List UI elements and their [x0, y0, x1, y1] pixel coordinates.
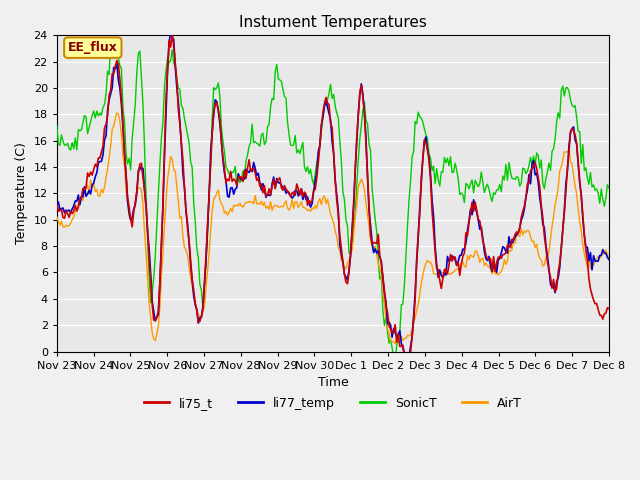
AirT	[247, 200, 255, 205]
AirT	[577, 228, 585, 234]
SonicT	[122, 151, 130, 156]
SonicT	[391, 359, 399, 365]
AirT	[122, 188, 130, 193]
li75_t	[237, 174, 245, 180]
Legend: li75_t, li77_temp, SonicT, AirT: li75_t, li77_temp, SonicT, AirT	[139, 392, 527, 415]
li75_t	[219, 154, 227, 160]
AirT	[391, 341, 399, 347]
li77_temp	[402, 356, 410, 362]
AirT	[605, 254, 612, 260]
li77_temp	[219, 157, 227, 163]
li75_t	[247, 168, 255, 174]
li77_temp	[605, 257, 612, 263]
SonicT	[605, 185, 612, 191]
X-axis label: Time: Time	[317, 376, 348, 389]
SonicT	[296, 151, 303, 156]
li77_temp	[577, 192, 585, 198]
Y-axis label: Temperature (C): Temperature (C)	[15, 143, 28, 244]
li75_t	[605, 306, 612, 312]
li75_t	[121, 151, 129, 157]
li75_t	[168, 31, 176, 37]
Title: Instument Temperatures: Instument Temperatures	[239, 15, 427, 30]
li77_temp	[237, 177, 245, 182]
Line: SonicT: SonicT	[57, 41, 609, 362]
Line: li77_temp: li77_temp	[57, 31, 609, 359]
AirT	[296, 202, 303, 207]
SonicT	[247, 139, 255, 145]
Text: EE_flux: EE_flux	[68, 41, 118, 54]
SonicT	[53, 123, 61, 129]
AirT	[237, 204, 245, 209]
li75_t	[577, 193, 585, 199]
AirT	[113, 110, 121, 116]
AirT	[219, 204, 227, 209]
li77_temp	[121, 151, 129, 156]
li75_t	[296, 192, 303, 198]
li77_temp	[247, 166, 255, 172]
SonicT	[219, 138, 227, 144]
SonicT	[577, 160, 585, 166]
li75_t	[402, 359, 410, 364]
li77_temp	[167, 28, 175, 34]
SonicT	[113, 38, 121, 44]
li75_t	[53, 202, 61, 207]
li77_temp	[53, 202, 61, 207]
AirT	[53, 214, 61, 220]
Line: AirT: AirT	[57, 113, 609, 344]
li77_temp	[296, 189, 303, 194]
Line: li75_t: li75_t	[57, 34, 609, 361]
SonicT	[237, 177, 245, 182]
